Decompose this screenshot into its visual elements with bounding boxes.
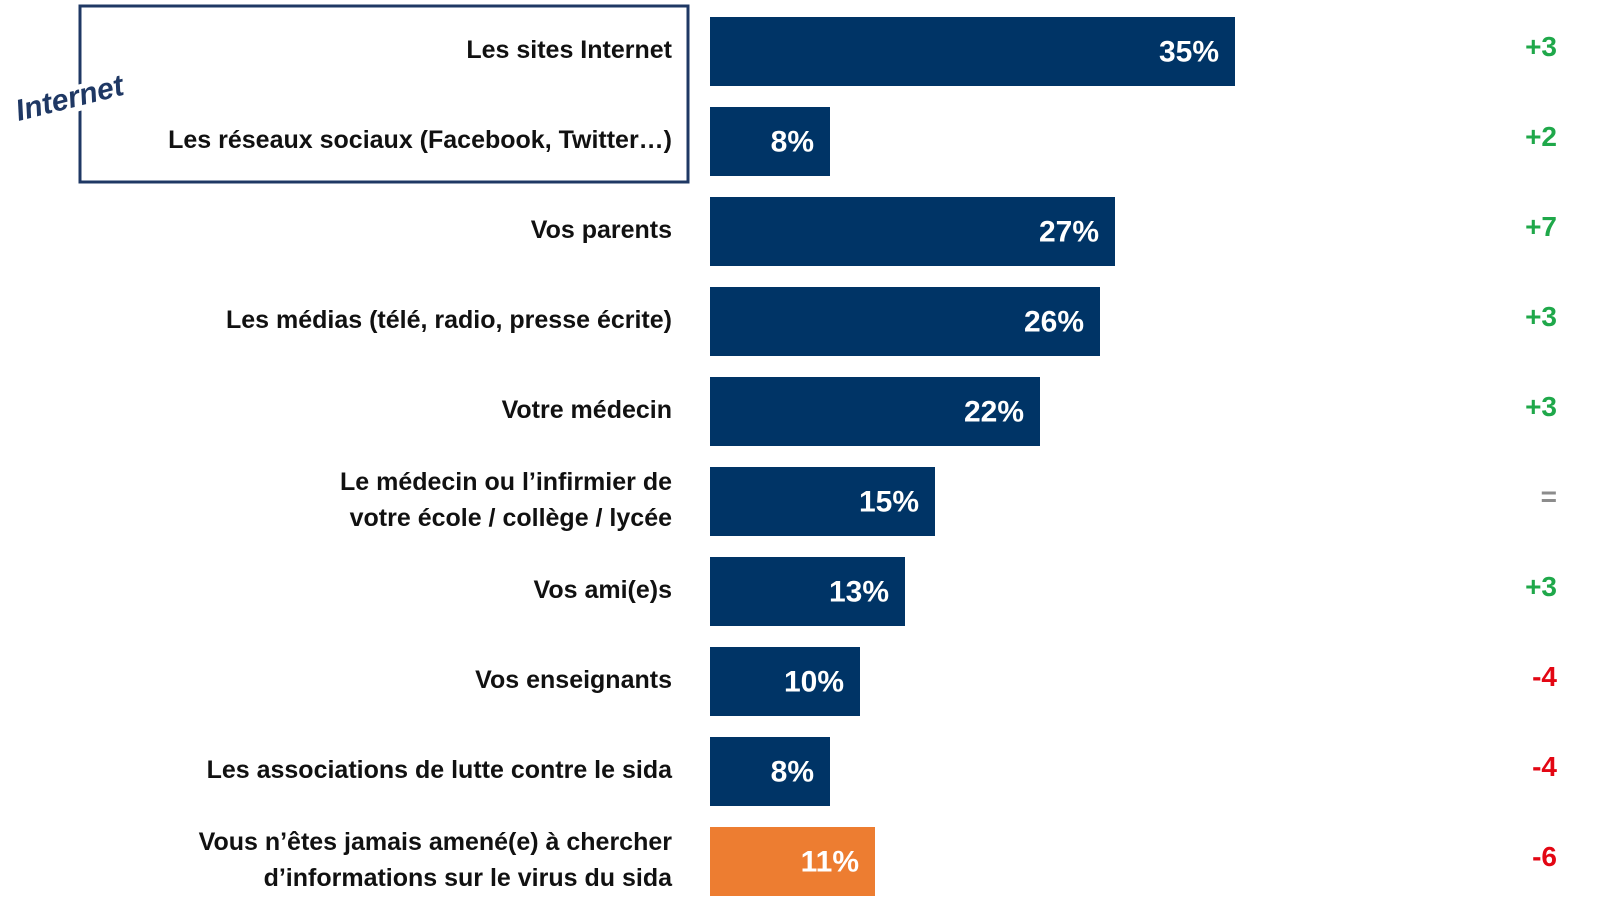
value-label: 26% (1024, 305, 1084, 338)
category-label: Votre médecin (501, 395, 672, 424)
value-label: 10% (784, 665, 844, 698)
value-label: 13% (829, 575, 889, 608)
bar (710, 737, 830, 806)
change-label: +7 (1525, 211, 1557, 242)
change-label: +3 (1525, 301, 1557, 332)
bar (710, 827, 875, 896)
bar (710, 377, 1040, 446)
change-label: +2 (1525, 121, 1557, 152)
group-label: Internet (12, 69, 129, 128)
value-label: 35% (1159, 35, 1219, 68)
bar (710, 647, 860, 716)
change-label: +3 (1525, 391, 1557, 422)
value-label: 8% (771, 755, 814, 788)
value-label: 11% (801, 845, 859, 878)
change-label: +3 (1525, 571, 1557, 602)
bar (710, 557, 905, 626)
category-label: Vos parents (530, 215, 672, 244)
bar (710, 287, 1100, 356)
bar (710, 107, 830, 176)
category-label: Le médecin ou l’infirmier de votre école… (339, 467, 672, 532)
bar (710, 17, 1235, 86)
bar (710, 467, 935, 536)
change-label: -4 (1532, 751, 1557, 782)
group-box (78, 4, 690, 184)
category-label: Vos enseignants (475, 665, 672, 694)
value-label: 27% (1039, 215, 1099, 248)
category-label: Vous n’êtes jamais amené(e) à chercher d… (198, 827, 672, 892)
category-label: Les sites Internet (466, 35, 672, 64)
change-label: -4 (1532, 661, 1557, 692)
category-label: Les associations de lutte contre le sida (206, 755, 672, 784)
category-label: Vos ami(e)s (533, 575, 672, 604)
category-label: Les médias (télé, radio, presse écrite) (225, 305, 672, 334)
value-label: 15% (859, 485, 919, 518)
category-label: Les réseaux sociaux (Facebook, Twitter…) (168, 125, 672, 154)
change-label: -6 (1532, 841, 1557, 872)
value-label: 22% (964, 395, 1024, 428)
change-label: = (1541, 481, 1557, 512)
change-label: +3 (1525, 31, 1557, 62)
bar (710, 197, 1115, 266)
value-label: 8% (771, 125, 814, 158)
